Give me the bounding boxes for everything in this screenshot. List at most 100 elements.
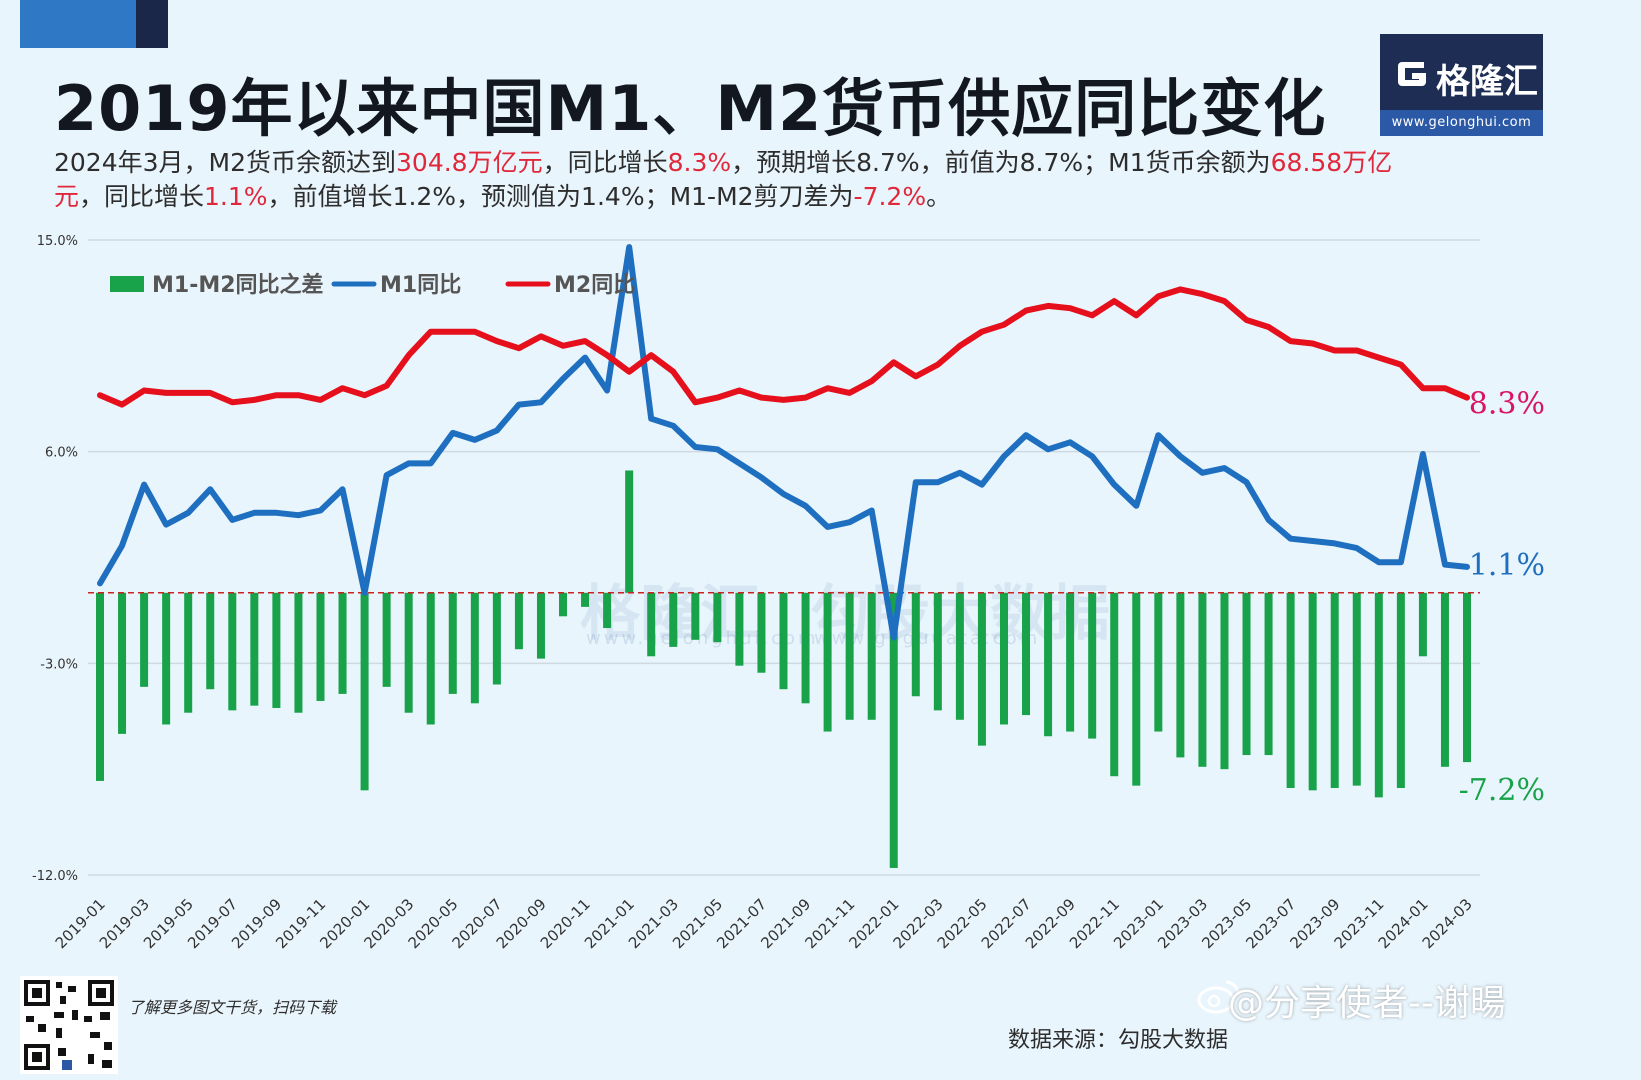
legend-label: M1同比 [380, 273, 461, 298]
weibo-icon [1197, 980, 1240, 1014]
end-label-m1: 1.1% [1469, 548, 1545, 583]
spread-bar [977, 592, 986, 746]
spread-bar [669, 592, 678, 647]
header-accent-bar-dark [136, 0, 168, 48]
spread-bar [911, 592, 920, 697]
spread-bar [404, 592, 413, 713]
spread-bar [492, 592, 501, 685]
spread-bar [1264, 592, 1273, 756]
spread-bar [470, 592, 479, 704]
spread-bar [647, 592, 656, 657]
spread-bar [757, 592, 766, 673]
spread-bar [426, 592, 435, 725]
brand-logo-text: 格隆汇 [1436, 62, 1538, 102]
spread-bar [1418, 592, 1427, 657]
page-subtitle: 2024年3月，M2货币余额达到304.8万亿元，同比增长8.3%，预期增长8.… [54, 146, 1424, 214]
spread-bar [1176, 592, 1185, 758]
legend-label: M2同比 [554, 273, 635, 298]
spread-bar [206, 592, 215, 690]
subtitle-text: ，预期增长8.7%，前值为8.7%；M1货币余额为 [731, 148, 1271, 177]
weibo-handle: @分享使者--谢暘 [1228, 983, 1506, 1024]
end-label-spread: -7.2% [1459, 773, 1545, 808]
subtitle-text: ，同比增长 [79, 182, 205, 211]
spread-bar [823, 592, 832, 732]
spread-bar [1463, 592, 1471, 763]
spread-bar [360, 592, 369, 791]
subtitle-highlight: 68.58万亿元 [54, 148, 1393, 211]
legend-label: M1-M2同比之差 [152, 272, 324, 298]
spread-bar [1022, 592, 1031, 716]
spread-bar [999, 592, 1008, 725]
subtitle-text: ，前值增长1.2%，预测值为1.4%；M1-M2剪刀差为 [267, 182, 854, 211]
spread-bar [933, 592, 942, 711]
spread-bar [845, 592, 854, 720]
spread-bar [735, 592, 744, 666]
spread-bar [338, 592, 347, 694]
spread-bar [1352, 592, 1361, 786]
spread-bar [1132, 592, 1141, 786]
spread-bar [1308, 592, 1317, 791]
qr-code[interactable] [20, 976, 118, 1074]
spread-bar [184, 592, 193, 713]
subtitle-highlight: 304.8万亿元 [396, 148, 543, 177]
spread-bar [514, 592, 523, 650]
subtitle-text: ，同比增长 [542, 148, 668, 177]
spread-bar [713, 592, 722, 643]
subtitle-text: 。 [926, 182, 952, 211]
spread-bar [1374, 592, 1383, 798]
spread-bar [448, 592, 457, 694]
spread-bar [316, 592, 325, 701]
spread-bar [272, 592, 281, 709]
spread-bar [867, 592, 876, 720]
spread-bar [1242, 592, 1251, 756]
spread-bar [140, 592, 149, 687]
spread-bar [118, 592, 127, 734]
footer-note: 了解更多图文干货，扫码下载 [128, 998, 337, 1017]
subtitle-highlight: 8.3% [667, 148, 732, 177]
source-line: 数据来源：勾股大数据 [1008, 1028, 1229, 1053]
spread-bar [1066, 592, 1075, 732]
m1-line [97, 244, 1470, 641]
spread-bar [250, 592, 259, 706]
brand-logo: 格隆汇 www.gelonghui.com [1380, 34, 1543, 136]
spread-bar [603, 592, 612, 629]
spread-bar [691, 592, 700, 640]
subtitle-highlight: 1.1% [204, 182, 268, 211]
y-tick-label: 15.0% [37, 234, 78, 249]
end-label-m2: 8.3% [1469, 387, 1545, 422]
spread-bar [1440, 592, 1449, 767]
spread-bar [581, 592, 590, 607]
spread-bar [801, 592, 810, 704]
header-accent-bar [20, 0, 136, 48]
spread-bar [1220, 592, 1229, 770]
y-tick-label: 6.0% [45, 446, 78, 461]
spread-bar [779, 592, 788, 690]
spread-bar [559, 592, 568, 617]
y-tick-label: -3.0% [40, 657, 78, 672]
brand-g-icon [1398, 62, 1426, 86]
spread-bar [1396, 592, 1405, 788]
m2-line [97, 286, 1470, 408]
spread-bar [1286, 592, 1295, 788]
spread-bar [1154, 592, 1163, 732]
legend-swatch-bar [110, 276, 144, 292]
spread-bar [625, 470, 634, 593]
spread-bar [955, 592, 964, 720]
subtitle-text: 2024年3月，M2货币余额达到 [54, 148, 397, 177]
spread-bar [162, 592, 171, 725]
subtitle-highlight: -7.2% [853, 182, 927, 211]
spread-bar [1044, 592, 1053, 737]
spread-bar [1088, 592, 1097, 739]
spread-bar [1198, 592, 1207, 767]
spread-bar [294, 592, 303, 713]
spread-bar [96, 592, 104, 781]
spread-bar [1110, 592, 1119, 777]
spread-bar [228, 592, 237, 711]
spread-bar [536, 592, 545, 659]
y-tick-label: -12.0% [32, 869, 78, 884]
spread-bar [382, 592, 391, 687]
spread-bar [1330, 592, 1339, 788]
brand-logo-url: www.gelonghui.com [1380, 110, 1543, 136]
page-title: 2019年以来中国M1、M2货币供应同比变化 [54, 72, 1327, 145]
